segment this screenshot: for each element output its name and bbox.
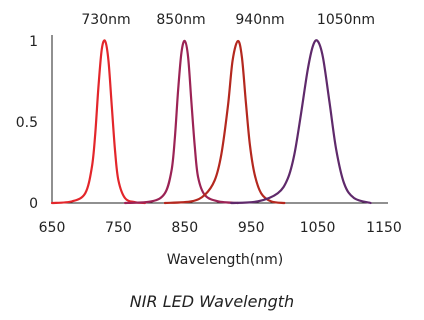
series-label: 940nm [235, 12, 284, 28]
series-line-1050nm [230, 39, 372, 205]
x-tick-label: 850 [171, 220, 198, 236]
x-tick-label: 1050 [300, 220, 336, 236]
x-tick-label: 1150 [366, 220, 402, 236]
y-tick-label: 1 [29, 34, 38, 50]
chart-caption: NIR LED Wavelength [129, 292, 295, 311]
series-line-730nm [50, 39, 147, 205]
x-tick-label: 650 [39, 220, 66, 236]
x-tick-label: 750 [105, 220, 132, 236]
series-label: 730nm [81, 12, 130, 28]
x-axis-label: Wavelength(nm) [167, 252, 283, 268]
series-line-850nm [123, 39, 240, 205]
wavelength-chart: 0 0.5 1 650 750 850 950 1050 1150 Wavelength(nm) 7… [16, 12, 402, 268]
x-tick-label: 950 [238, 220, 265, 236]
series-label: 1050nm [317, 12, 375, 28]
series-line-940nm [163, 39, 286, 205]
series-label: 850nm [156, 12, 205, 28]
y-tick-label: 0.5 [16, 115, 38, 131]
y-tick-label: 0 [29, 196, 38, 212]
